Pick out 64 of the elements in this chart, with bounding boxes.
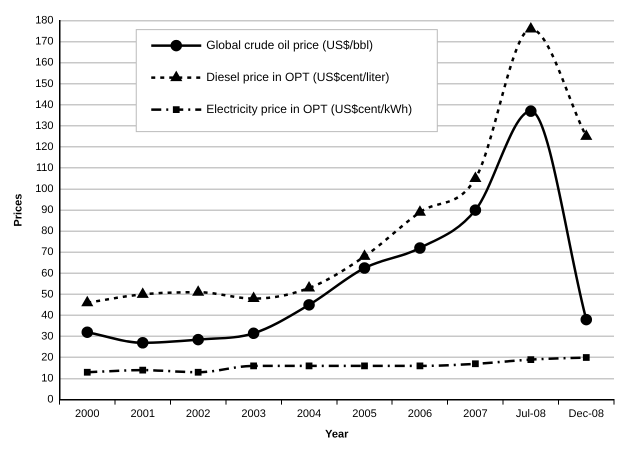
x-tick-label: 2005 (352, 408, 377, 420)
x-tick-label: 2007 (463, 408, 488, 420)
point (580, 314, 592, 326)
point (139, 366, 146, 374)
point (138, 288, 148, 298)
point (248, 292, 259, 302)
y-tick-label: 70 (41, 246, 54, 258)
x-tick-label: Jul-08 (516, 408, 546, 420)
point (525, 105, 537, 117)
point (248, 328, 260, 340)
x-tick-label: 2001 (130, 408, 155, 420)
x-tick-label: 2002 (186, 408, 210, 420)
x-axis-title: Year (325, 428, 350, 440)
point (82, 326, 94, 338)
point (470, 204, 482, 216)
y-tick-label: 100 (35, 183, 54, 196)
legend-label: Global crude oil price (US$/bbl) (206, 38, 374, 52)
x-tick-label: 2000 (75, 408, 100, 420)
y-tick-label: 60 (41, 267, 54, 280)
point (414, 206, 426, 216)
point (526, 23, 536, 33)
y-tick-label: 80 (41, 225, 54, 238)
point (194, 368, 202, 376)
y-tick-label: 150 (35, 78, 54, 90)
y-tick-label: 40 (41, 309, 54, 322)
point (193, 286, 204, 296)
y-tick-label: 20 (41, 352, 54, 364)
x-tick-label: Dec-08 (568, 408, 604, 420)
point (250, 362, 257, 370)
point (527, 356, 534, 363)
point (84, 368, 91, 376)
point (136, 337, 148, 348)
legend-label: Electricity price in OPT (US$cent/kWh) (206, 102, 412, 116)
point (470, 172, 481, 182)
y-tick-label: 130 (35, 120, 54, 132)
x-tick-label: 2006 (408, 408, 432, 420)
point (192, 334, 204, 346)
point (582, 354, 590, 361)
point (306, 362, 312, 370)
y-tick-label: 180 (35, 14, 54, 27)
x-tick-label: 2003 (241, 408, 266, 420)
y-tick-label: 110 (36, 162, 54, 174)
point (304, 282, 314, 292)
y-tick-label: 170 (35, 36, 54, 48)
y-tick-label: 140 (35, 98, 54, 111)
legend-label: Diesel price in OPT (US$cent/liter) (206, 70, 390, 84)
point (358, 262, 370, 274)
point (414, 242, 426, 254)
y-tick-label: 0 (47, 394, 54, 406)
y-tick-label: 160 (35, 56, 54, 69)
y-tick-label: 10 (41, 372, 54, 385)
y-tick-label: 120 (35, 140, 54, 153)
point (303, 299, 315, 311)
point (82, 296, 92, 306)
point (416, 362, 424, 370)
point (581, 130, 592, 140)
point (359, 250, 370, 260)
point (472, 360, 479, 368)
y-tick-label: 50 (41, 288, 54, 300)
point (361, 362, 368, 370)
y-tick-label: 30 (41, 330, 54, 342)
x-tick-label: 2004 (296, 408, 322, 420)
y-axis-title: Prices (12, 194, 25, 227)
y-tick-label: 90 (41, 204, 54, 216)
